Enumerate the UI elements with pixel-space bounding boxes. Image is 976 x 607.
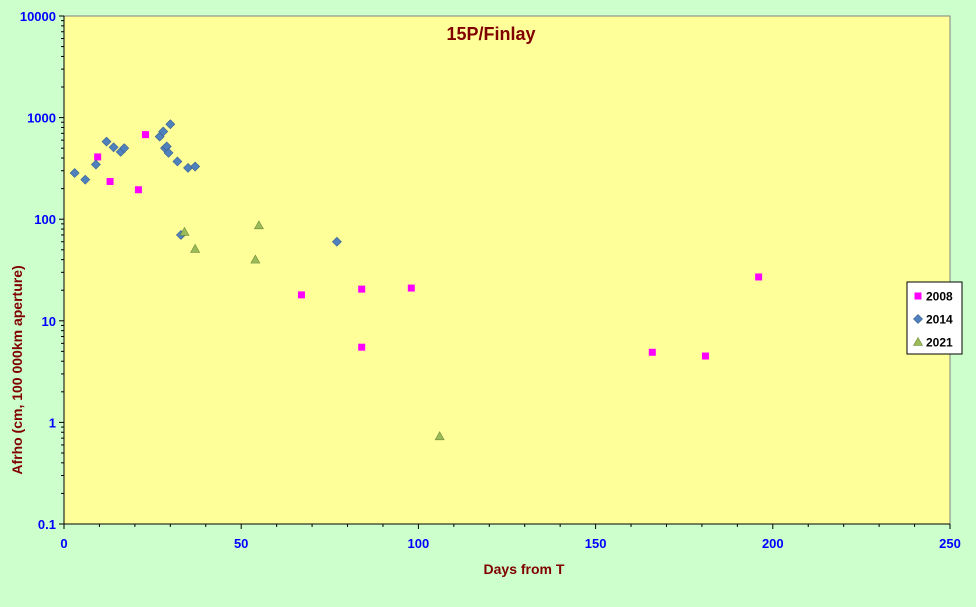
legend-marker-2021 (912, 336, 924, 346)
y-tick-label: 1000 (27, 111, 56, 126)
x-tick-label: 200 (762, 536, 784, 551)
legend-marker-2008 (914, 292, 922, 300)
data-point-2008 (134, 186, 142, 194)
data-point-2014 (69, 168, 80, 178)
y-tick-label: 10 (42, 314, 56, 329)
data-point-2014 (101, 136, 112, 147)
data-point-2021 (179, 226, 190, 236)
y-tick-label: 100 (34, 212, 56, 227)
data-point-2008 (142, 131, 150, 139)
data-point-2008 (701, 352, 709, 360)
data-point-2014 (108, 142, 119, 153)
y-tick-label: 1 (49, 415, 56, 430)
x-tick-label: 50 (234, 536, 248, 551)
x-tick-label: 100 (408, 536, 430, 551)
data-point-2008 (648, 348, 656, 356)
data-point-2008 (407, 284, 415, 292)
data-point-2021 (190, 243, 201, 253)
data-point-2008 (358, 343, 366, 351)
legend-label-2008: 2008 (926, 290, 953, 304)
data-point-2014 (190, 161, 201, 172)
data-point-2008 (297, 291, 305, 299)
x-axis-label: Days from T (484, 561, 565, 577)
data-point-2008 (358, 285, 366, 293)
data-point-2021 (434, 431, 445, 441)
data-point-2008 (94, 153, 102, 161)
data-point-2014 (90, 159, 101, 170)
legend: 2008 2014 2021 (906, 281, 963, 355)
data-point-2008 (755, 273, 763, 281)
data-point-2014 (163, 147, 174, 158)
data-marks (69, 119, 763, 441)
data-point-2021 (250, 254, 261, 264)
legend-marker-2014 (913, 314, 923, 324)
data-point-2014 (172, 156, 183, 167)
x-tick-label: 250 (939, 536, 961, 551)
data-point-2014 (80, 174, 91, 185)
data-point-2014 (331, 236, 342, 247)
plot-area (63, 15, 951, 525)
y-tick-label: 10000 (20, 9, 56, 24)
chart-title: 15P/Finlay (446, 24, 535, 44)
x-tick-label: 0 (60, 536, 67, 551)
y-tick-label: 0.1 (38, 517, 56, 532)
legend-label-2014: 2014 (926, 313, 953, 327)
series-2014 (69, 119, 342, 247)
axes: 0.1 1 10 100 1000 10000 0 50 100 150 200 250 (20, 9, 961, 551)
y-axis-label: Afrho (cm, 100 000km aperture) (9, 265, 25, 474)
data-point-2014 (165, 119, 176, 130)
legend-label-2021: 2021 (926, 336, 953, 350)
x-tick-label: 150 (585, 536, 607, 551)
series-2008 (94, 131, 763, 360)
data-point-2014 (119, 143, 130, 154)
data-point-2014 (158, 126, 169, 137)
data-point-2008 (106, 177, 114, 185)
data-point-2021 (253, 220, 264, 230)
series-2021 (179, 220, 445, 441)
